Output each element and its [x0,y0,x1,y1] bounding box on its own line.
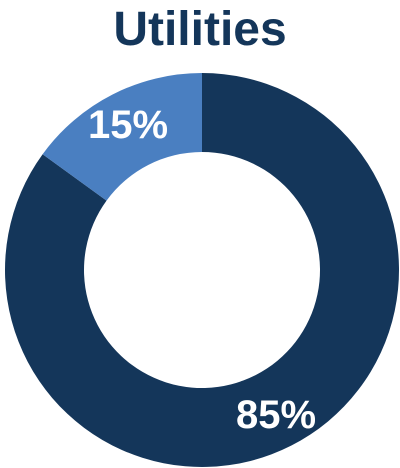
donut-slice-85-percent [4,73,399,468]
chart-title: Utilities [113,3,287,56]
donut-labels: 85% 15% [88,103,316,437]
slice-label-15-percent: 15% [88,103,168,147]
slice-label-85-percent: 85% [236,393,316,437]
donut-slices [4,73,399,468]
donut-slice-15-percent [42,73,202,201]
